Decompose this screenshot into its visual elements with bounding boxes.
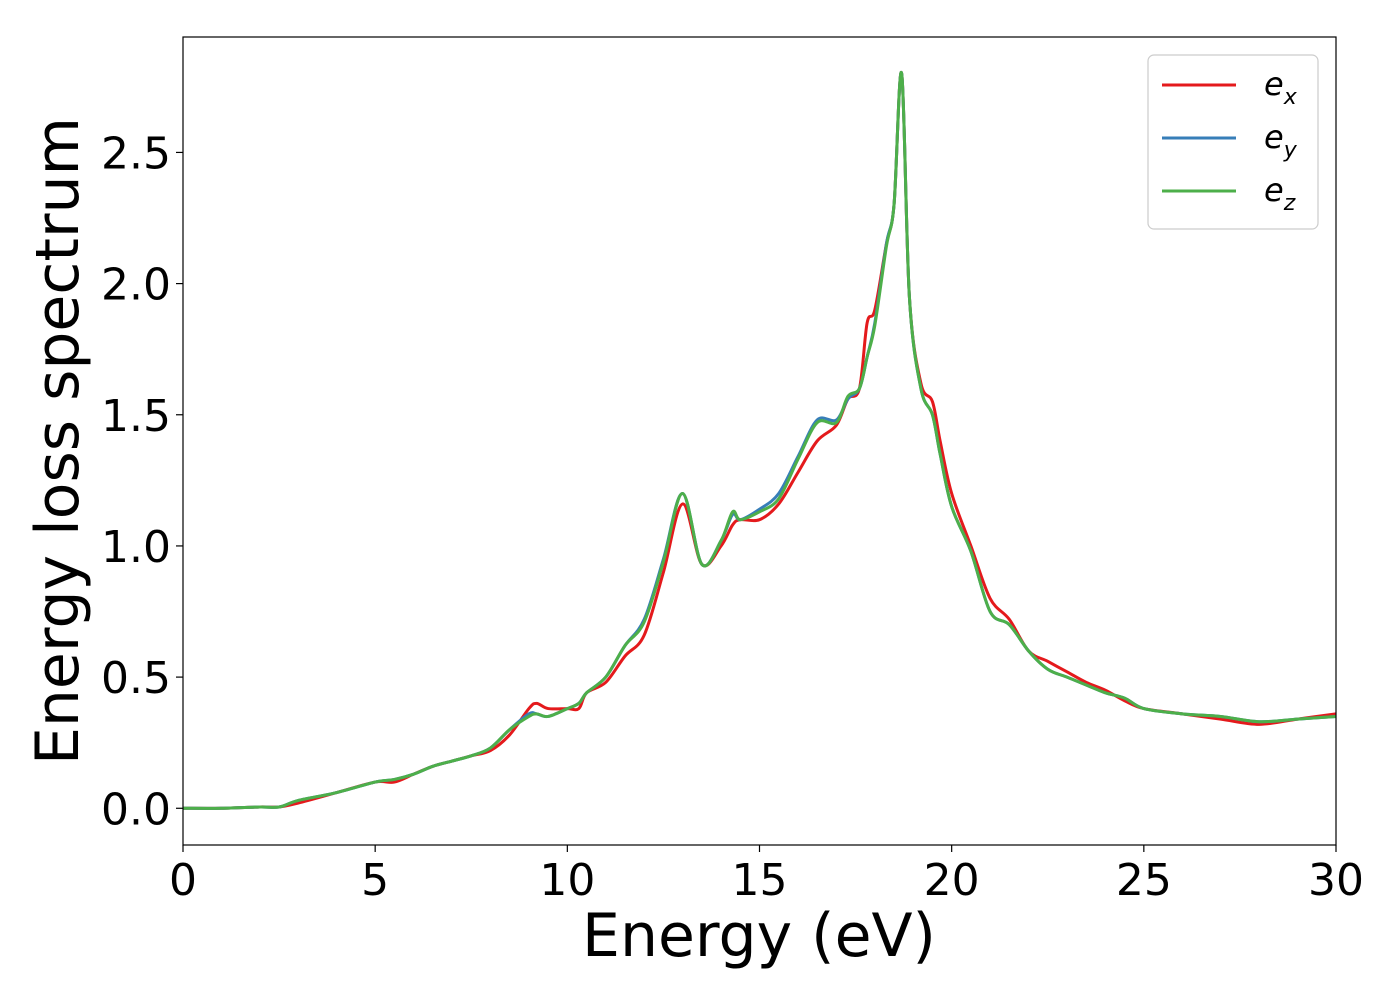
x-tick-label: 10	[539, 855, 595, 906]
y-axis-title: Energy loss spectrum	[23, 117, 93, 765]
y-tick-label: 0.5	[101, 653, 171, 704]
y-tick-label: 0.0	[101, 784, 171, 835]
legend-label-e_y: ey	[1264, 118, 1298, 163]
x-tick-label: 20	[924, 855, 980, 906]
y-axis-ticks: 0.0 0.5 1.0 1.5 2.0 2.5	[101, 128, 183, 835]
x-tick-label: 5	[361, 855, 389, 906]
legend: ex ey ez	[1147, 54, 1319, 230]
y-tick-label: 1.5	[101, 391, 171, 442]
series-line-e_z	[182, 70, 1337, 810]
legend-box	[1147, 54, 1319, 230]
legend-label-e_x: ex	[1264, 65, 1298, 110]
series-layer	[182, 70, 1337, 810]
x-tick-label: 0	[169, 855, 197, 906]
y-tick-label: 1.0	[101, 522, 171, 573]
y-tick-label: 2.0	[101, 260, 171, 311]
x-axis-title: Energy (eV)	[582, 901, 936, 971]
legend-label-e_z: ez	[1264, 171, 1296, 216]
x-tick-label: 15	[732, 855, 788, 906]
y-tick-label: 2.5	[101, 128, 171, 179]
x-tick-label: 30	[1308, 855, 1364, 906]
x-tick-label: 25	[1116, 855, 1172, 906]
x-axis-ticks: 0 5 10 15 20 25 30	[169, 845, 1364, 906]
